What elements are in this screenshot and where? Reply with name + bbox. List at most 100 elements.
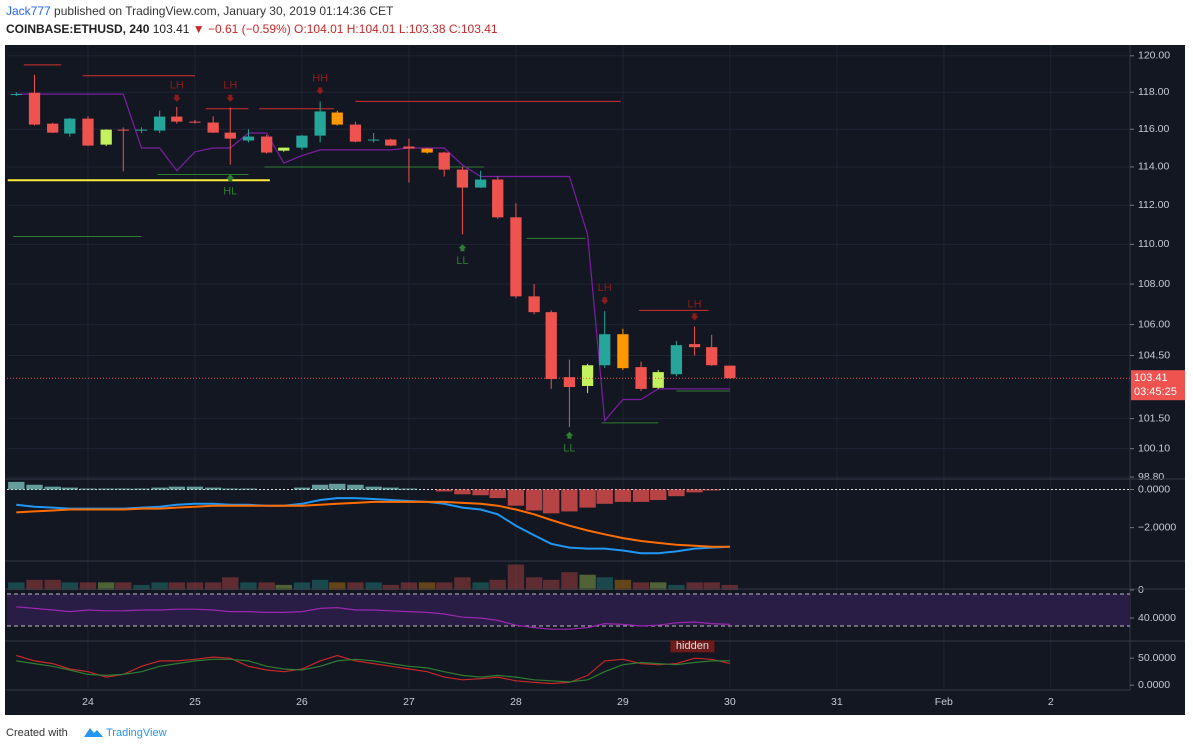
candle-body [421,148,433,153]
pattern-label: HL [223,185,237,197]
y-tick-label: 100.10 [1138,442,1170,454]
last-price: 103.41 [153,22,190,36]
histogram-bar [365,486,382,490]
footer-brand[interactable]: TradingView [106,727,167,739]
ohlc-open: O:104.01 [294,22,344,36]
volume-bar [79,582,97,590]
candle-body [545,312,557,380]
volume-bar [61,582,78,590]
volume-bar [525,577,543,590]
ohlc-low: L:103.38 [399,22,446,36]
y-tick-label: 40.0000 [1138,612,1176,624]
change: ▼ −0.61 (−0.59%) [193,22,291,36]
candle-body [296,135,308,148]
histogram-bar [472,489,489,496]
volume-bar [579,574,596,590]
candle-body [242,136,255,141]
volume-bar [311,579,329,590]
footer-logo [84,728,103,737]
volume-bar [418,582,436,590]
volume-bar [614,579,632,590]
candle-body [652,372,664,388]
volume-bar [133,584,150,590]
candle-body [64,118,76,134]
histogram-bar [311,484,329,490]
histogram-bar [186,486,204,490]
volume-bar [472,582,489,590]
volume-bar [507,564,525,590]
x-tick-label: 31 [831,696,843,708]
histogram-bar [26,484,43,490]
y-tick-label: 118.00 [1138,86,1169,98]
histogram-bar [293,487,311,490]
x-tick-label: 26 [296,696,308,708]
histogram-bar [543,489,560,514]
histogram-bar [133,488,150,490]
candle-body [117,129,129,131]
x-tick-label: Feb [935,696,953,708]
histogram-bar [204,487,222,490]
y-tick-label: 106.00 [1138,318,1170,330]
candle-body [670,345,683,375]
volume-bar [668,584,685,590]
candle-body [599,334,611,366]
histogram-bar [8,481,25,490]
histogram-bar [703,489,720,491]
candle-body [314,111,326,136]
volume-bar [44,579,61,590]
volume-bar [240,582,257,590]
arrow-marker [458,244,467,252]
volume-bar [365,582,382,590]
candle-body [171,116,183,122]
y-tick-label: 0 [1138,584,1144,596]
pattern-label: LH [223,80,237,92]
candle-body [403,146,415,149]
volume-bar [686,582,703,590]
histogram-bar [347,484,364,490]
indicator-line [16,500,730,548]
volume-bar [382,584,399,590]
histogram-bar [222,488,239,490]
indicator-line [16,93,730,423]
pattern-label: LH [170,80,184,92]
candle-body [47,123,59,133]
ohlc-close: C:103.41 [449,22,498,36]
histogram-bar [507,489,525,506]
x-tick-label: 25 [189,696,201,708]
histogram-bar [454,489,471,495]
header-line: Jack777 published on TradingView.com, Ja… [6,4,394,18]
volume-bar [97,582,115,590]
author[interactable]: Jack777 [6,4,51,18]
arrow-marker [172,94,181,102]
y-tick-label: 101.50 [1138,412,1170,424]
volume-bar [222,577,239,590]
candle-body [261,136,273,153]
arrow-marker [226,174,235,182]
x-tick-label: 24 [82,696,94,708]
arrow-marker [565,431,574,439]
candle-body [688,344,701,348]
histogram-bar [614,489,632,502]
histogram-bar [115,488,132,490]
y-tick-label: 108.00 [1138,278,1170,290]
candle-body [706,347,718,366]
candle-body [724,365,736,379]
footer-text: Created with [6,727,68,739]
volume-bar [115,582,132,590]
candle-body [367,139,380,141]
candle-body [154,116,166,131]
candle-body [510,217,522,297]
arrow-marker [690,313,699,321]
annotation-label: hidden [676,640,709,652]
published: published on TradingView.com, January 30… [54,4,394,18]
candle-body [492,179,504,218]
pattern-label: LH [688,298,702,310]
volume-bar [543,579,560,590]
volume-bar [258,582,275,590]
y-tick-label: 0.0000 [1138,483,1170,495]
pattern-label: LL [456,255,468,267]
volume-bar [26,579,43,590]
volume-bar [275,584,292,590]
volume-bar [400,582,418,590]
x-tick-label: 28 [510,696,522,708]
